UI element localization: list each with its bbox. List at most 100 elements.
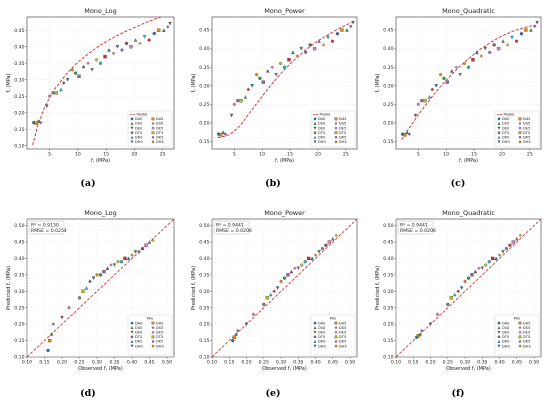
plot-content: [401, 20, 539, 140]
data-point: [270, 65, 274, 69]
y-tick-label: 0.30: [14, 289, 24, 295]
data-point: [445, 80, 449, 84]
data-point: [313, 126, 317, 130]
data-point: [334, 131, 338, 135]
y-tick-label: 0.15: [383, 338, 393, 344]
plot-content: [27, 219, 174, 357]
legend-model-label: Model: [504, 113, 515, 117]
data-point: [81, 289, 85, 293]
legend-item-label: DK0: [135, 340, 143, 344]
data-point: [334, 122, 338, 125]
data-point: [130, 253, 134, 257]
data-point: [94, 58, 99, 62]
data-point: [427, 95, 432, 99]
data-point: [405, 130, 409, 134]
data-point: [456, 289, 460, 293]
data-point: [130, 344, 134, 348]
y-tick-label: 0.15: [199, 338, 209, 344]
x-tick-label: 0.15: [39, 360, 49, 366]
y-tick-label: 0.20: [383, 322, 393, 328]
data-point: [518, 344, 522, 348]
legend-item-label: DH5: [156, 140, 164, 144]
legend-item-label: DT0: [135, 335, 143, 339]
y-tick-label: 0.20: [383, 121, 393, 127]
y-tick-label: 0.20: [199, 322, 209, 328]
y-tick-label: 0.40: [383, 46, 393, 52]
y-tick-label: 0.35: [383, 272, 393, 278]
y-tick-label: 0.40: [199, 46, 209, 52]
x-tick-label: 5: [417, 152, 420, 158]
data-point: [258, 76, 262, 81]
y-tick-label: 0.15: [14, 338, 24, 344]
y-axis-label: f, (MPa): [375, 73, 381, 92]
data-point: [168, 21, 172, 26]
data-point: [142, 35, 147, 39]
data-point: [151, 135, 155, 139]
y-axis-label: Predicted f, (MPa): [375, 266, 381, 310]
data-point: [223, 132, 228, 136]
x-tick-label: 0.35: [477, 360, 487, 366]
data-point: [491, 256, 495, 261]
chart-panel-d: 0.10 0.15 0.20 0.25 0.30 0.35 0.40 0.45 0.50 0.10…: [6, 209, 175, 372]
y-tick-label: 0.20: [199, 121, 209, 127]
data-point: [147, 38, 151, 42]
x-tick-label: 10: [259, 152, 265, 158]
data-point: [246, 87, 250, 92]
legend-item-label: DE5: [339, 331, 346, 335]
y-tick-label: 0.45: [199, 28, 209, 34]
legend-frame: [127, 314, 173, 356]
x-tick-label: 0.10: [391, 360, 401, 366]
data-point: [239, 99, 243, 103]
legend-model-label: Model: [137, 113, 148, 117]
legend-title: Mix: [147, 317, 154, 321]
data-point: [278, 62, 283, 65]
panel-letter: (e): [265, 388, 280, 399]
legend-item-label: DS0: [318, 122, 326, 126]
data-point: [497, 121, 501, 125]
panel-letter: (a): [80, 178, 95, 189]
y-tick-label: 0.25: [14, 94, 24, 100]
chart-panel-a: 5 10 15 20 25 0.10 0.15 0.20 0.25 0.30 0.35 0.40 0.4…: [6, 7, 175, 164]
data-point: [407, 132, 412, 136]
data-point: [497, 335, 501, 339]
data-point: [54, 91, 59, 95]
data-point: [70, 68, 74, 72]
chart-panel-e: 0.10 0.15 0.20 0.25 0.30 0.35 0.40 0.45 0.50 0.10…: [191, 209, 358, 372]
data-point: [505, 43, 510, 47]
data-point: [518, 331, 522, 334]
y-tick-label: 0.10: [14, 355, 24, 361]
x-tick-label: 20: [499, 152, 505, 158]
legend-item-label: DS5: [156, 122, 163, 126]
legend-frame: [310, 110, 356, 148]
legend-item-label: DH0: [502, 140, 510, 144]
y-tick-label: 0.10: [383, 355, 393, 361]
legend-item-label: DK0: [318, 340, 326, 344]
x-tick-label: 20: [131, 152, 137, 158]
legend-item-label: DT0: [318, 335, 326, 339]
legend-item-label: DA5: [523, 321, 530, 325]
data-point: [151, 321, 155, 325]
legend-frame: [310, 314, 356, 356]
legend-item-label: DA0: [135, 117, 143, 121]
x-tick-label: 0.50: [529, 360, 539, 366]
data-point: [119, 260, 124, 264]
x-tick-label: 0.25: [74, 360, 84, 366]
data-point: [438, 73, 443, 77]
chart-panel-f: 0.10 0.15 0.20 0.25 0.30 0.35 0.40 0.45 0.50 0.10…: [375, 209, 542, 372]
legend-item-label: DS5: [339, 326, 346, 330]
y-tick-label: 0.30: [14, 77, 24, 83]
data-point: [144, 243, 148, 247]
legend-item-label: DE5: [523, 331, 530, 335]
x-axis-label: Observed f, (MPa): [262, 366, 307, 372]
y-tick-label: 0.40: [14, 44, 24, 50]
data-point: [313, 117, 317, 121]
data-point: [123, 256, 127, 261]
data-point: [105, 266, 110, 270]
data-point: [293, 266, 297, 270]
data-point: [304, 50, 308, 54]
legend-item-label: DS0: [135, 122, 143, 126]
legend-item-label: DE0: [318, 126, 326, 130]
x-tick-label: 0.45: [512, 360, 522, 366]
data-point: [107, 48, 111, 52]
